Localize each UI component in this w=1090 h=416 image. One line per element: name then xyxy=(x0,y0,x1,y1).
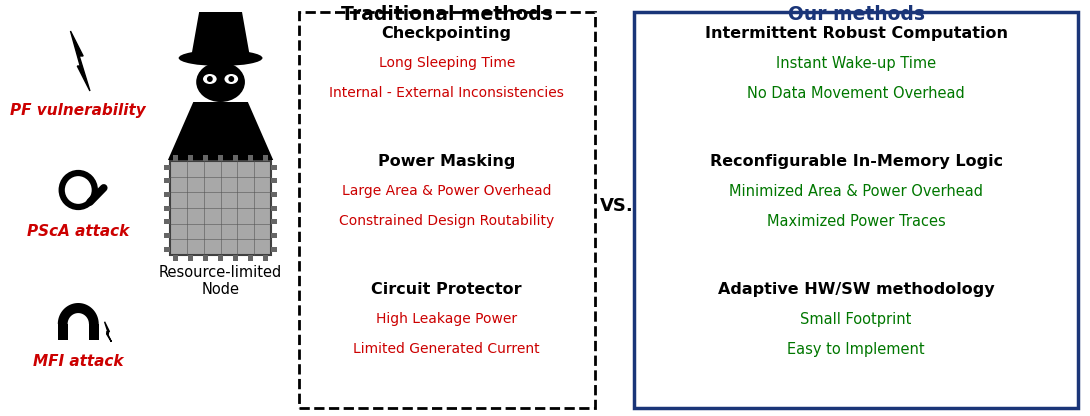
Text: Constrained Design Routability: Constrained Design Routability xyxy=(339,214,555,228)
Text: Minimized Area & Power Overhead: Minimized Area & Power Overhead xyxy=(729,184,983,199)
Text: Traditional methods: Traditional methods xyxy=(341,5,553,24)
Bar xyxy=(249,155,253,161)
Polygon shape xyxy=(58,303,99,324)
Text: Reconfigurable In-Memory Logic: Reconfigurable In-Memory Logic xyxy=(710,154,1003,169)
Text: Intermittent Robust Computation: Intermittent Robust Computation xyxy=(704,26,1007,41)
Bar xyxy=(271,247,277,252)
Text: PScA attack: PScA attack xyxy=(27,223,130,238)
Bar xyxy=(218,155,223,161)
Bar xyxy=(164,206,170,210)
Polygon shape xyxy=(192,12,250,56)
Text: Maximized Power Traces: Maximized Power Traces xyxy=(766,214,945,229)
Text: Internal - External Inconsistencies: Internal - External Inconsistencies xyxy=(329,86,565,100)
Bar xyxy=(58,324,68,340)
Text: VS.: VS. xyxy=(601,197,634,215)
Bar xyxy=(164,164,170,169)
Text: Limited Generated Current: Limited Generated Current xyxy=(353,342,540,356)
Bar xyxy=(233,255,238,261)
Polygon shape xyxy=(168,102,274,160)
Ellipse shape xyxy=(179,50,263,66)
Text: High Leakage Power: High Leakage Power xyxy=(376,312,518,326)
Bar xyxy=(263,155,268,161)
Text: PF vulnerability: PF vulnerability xyxy=(11,104,146,119)
Text: No Data Movement Overhead: No Data Movement Overhead xyxy=(748,86,965,101)
Bar xyxy=(164,247,170,252)
Text: Long Sleeping Time: Long Sleeping Time xyxy=(378,56,514,70)
Bar xyxy=(271,178,277,183)
Bar xyxy=(271,192,277,197)
Bar xyxy=(299,12,595,408)
Ellipse shape xyxy=(203,74,217,84)
Text: Instant Wake-up Time: Instant Wake-up Time xyxy=(776,56,936,71)
Bar xyxy=(271,164,277,169)
Bar xyxy=(189,255,193,261)
Polygon shape xyxy=(105,322,111,342)
Bar xyxy=(164,219,170,224)
Ellipse shape xyxy=(207,76,213,82)
Text: Checkpointing: Checkpointing xyxy=(382,26,511,41)
Bar xyxy=(189,155,193,161)
Bar xyxy=(170,161,271,255)
Bar xyxy=(218,255,223,261)
Text: Small Footprint: Small Footprint xyxy=(800,312,911,327)
Bar xyxy=(89,324,99,340)
Bar xyxy=(164,178,170,183)
Text: Our methods: Our methods xyxy=(788,5,924,24)
Ellipse shape xyxy=(196,62,245,102)
Text: Power Masking: Power Masking xyxy=(378,154,516,169)
Bar xyxy=(173,255,178,261)
Bar xyxy=(271,219,277,224)
Ellipse shape xyxy=(229,76,234,82)
Bar xyxy=(233,155,238,161)
Bar xyxy=(634,12,1078,408)
Text: Resource-limited
Node: Resource-limited Node xyxy=(159,265,282,297)
Bar xyxy=(164,233,170,238)
Polygon shape xyxy=(71,31,90,91)
Text: Large Area & Power Overhead: Large Area & Power Overhead xyxy=(342,184,552,198)
Bar xyxy=(271,233,277,238)
Text: MFI attack: MFI attack xyxy=(33,354,123,369)
Bar xyxy=(263,255,268,261)
Text: Adaptive HW/SW methodology: Adaptive HW/SW methodology xyxy=(717,282,994,297)
Ellipse shape xyxy=(225,74,238,84)
Bar xyxy=(164,192,170,197)
Bar xyxy=(249,255,253,261)
Text: Circuit Protector: Circuit Protector xyxy=(372,282,522,297)
Text: Easy to Implement: Easy to Implement xyxy=(787,342,925,357)
Bar xyxy=(173,155,178,161)
Bar xyxy=(203,255,208,261)
Bar xyxy=(203,155,208,161)
Bar xyxy=(271,206,277,210)
